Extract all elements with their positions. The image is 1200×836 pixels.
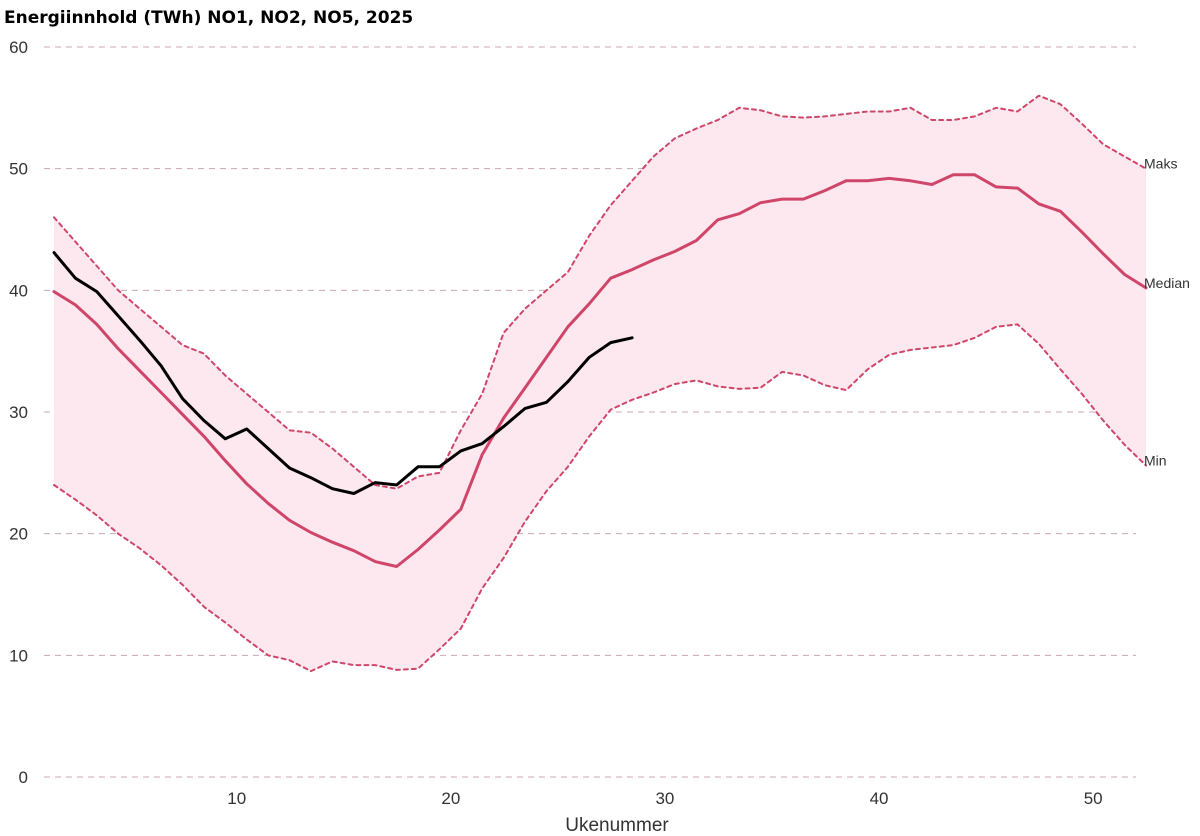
x-tick-label-10: 10 — [227, 789, 246, 808]
end-label-maks: Maks — [1144, 156, 1177, 172]
series-line-maks — [53, 94, 1147, 490]
series-line-2025 — [52, 251, 634, 495]
series-line-min — [53, 323, 1147, 673]
x-tick-label-20: 20 — [441, 789, 460, 808]
y-tick-label-60: 60 — [9, 38, 28, 57]
chart-title: Energiinnhold (TWh) NO1, NO2, NO5, 2025 — [4, 8, 413, 28]
x-tick-label-50: 50 — [1084, 789, 1103, 808]
y-tick-label-20: 20 — [9, 525, 28, 544]
series-line-median — [52, 173, 1148, 568]
y-tick-label-50: 50 — [9, 160, 28, 179]
end-label-min: Min — [1144, 453, 1167, 469]
y-tick-label-10: 10 — [9, 646, 28, 665]
band-area — [54, 95, 1146, 672]
series-lines — [52, 94, 1148, 673]
x-tick-label-40: 40 — [870, 789, 889, 808]
y-tick-label-0: 0 — [19, 768, 28, 787]
series-end-labels: Maks Median Min — [1144, 156, 1190, 469]
x-axis-label: Ukenummer — [565, 815, 669, 836]
axis-tick-labels: 0 10 20 30 40 50 60 10 20 30 40 50 — [9, 38, 1103, 808]
x-tick-label-30: 30 — [655, 789, 674, 808]
min-max-band — [54, 95, 1146, 672]
y-tick-label-40: 40 — [9, 281, 28, 300]
end-label-median: Median — [1144, 275, 1190, 291]
y-tick-label-30: 30 — [9, 403, 28, 422]
